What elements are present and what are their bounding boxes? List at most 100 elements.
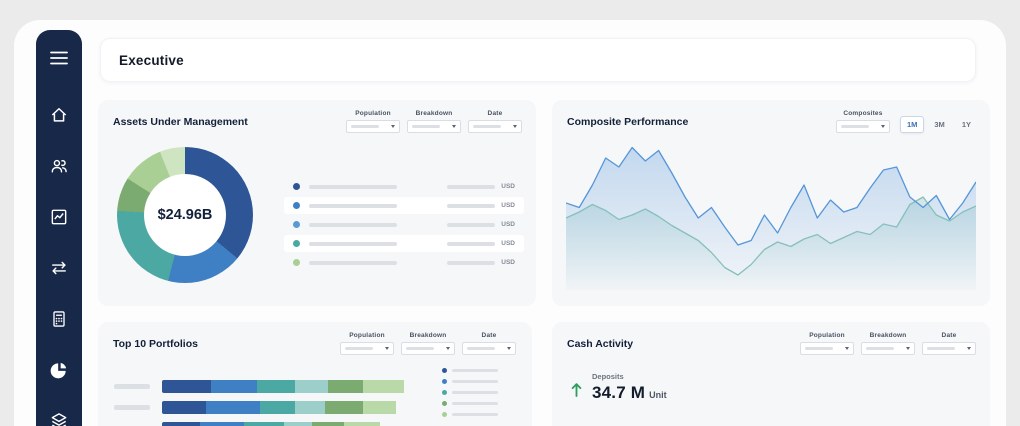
filter-select-breakdown[interactable] bbox=[401, 342, 455, 355]
layers-glyph bbox=[51, 413, 67, 426]
hamburger-glyph bbox=[50, 51, 68, 65]
legend-label-placeholder bbox=[452, 368, 498, 373]
layers-icon[interactable] bbox=[47, 409, 71, 426]
legend-item bbox=[442, 412, 518, 417]
filter-breakdown: Breakdown bbox=[407, 110, 461, 133]
analytics-glyph bbox=[51, 209, 67, 225]
card-cash-activity: Cash Activity Population Breakdown Date De… bbox=[552, 322, 990, 426]
filter-select-breakdown[interactable] bbox=[861, 342, 915, 355]
select-placeholder bbox=[412, 125, 440, 128]
filter-label: Population bbox=[355, 110, 391, 117]
performance-filters: Composites bbox=[835, 110, 890, 133]
bar-segment bbox=[205, 401, 260, 414]
range-button-3m[interactable]: 3M bbox=[927, 116, 951, 133]
transfers-glyph bbox=[52, 261, 66, 275]
currency-label: USD bbox=[501, 183, 515, 190]
filter-select-composites[interactable] bbox=[835, 120, 890, 133]
aum-list-row: USD bbox=[284, 235, 524, 252]
home-icon[interactable] bbox=[47, 103, 71, 127]
currency-label: USD bbox=[501, 259, 515, 266]
menu-icon[interactable] bbox=[47, 46, 71, 70]
series-dot bbox=[293, 183, 300, 190]
aum-total-value: $24.96B bbox=[157, 207, 213, 223]
select-placeholder bbox=[840, 125, 869, 128]
bar-segment bbox=[200, 422, 244, 426]
portfolio-bar-chart bbox=[114, 380, 434, 426]
name-placeholder bbox=[309, 222, 397, 227]
bar-segment bbox=[210, 380, 258, 393]
legend-item bbox=[442, 379, 518, 384]
bar-segment bbox=[284, 422, 312, 426]
trend-up-arrow-icon bbox=[570, 381, 583, 403]
deposits-value: 34.7 M bbox=[592, 383, 646, 402]
select-placeholder bbox=[406, 347, 434, 350]
bar-segment bbox=[344, 422, 380, 426]
filter-select-date[interactable] bbox=[468, 120, 522, 133]
series-dot bbox=[293, 221, 300, 228]
select-placeholder bbox=[927, 347, 955, 350]
portfolio-bar-row bbox=[114, 422, 434, 426]
filter-label: Breakdown bbox=[409, 332, 447, 339]
filter-label: Breakdown bbox=[869, 332, 907, 339]
calculator-icon[interactable] bbox=[47, 307, 71, 331]
app-panel: Executive Assets Under Management Popula… bbox=[14, 20, 1006, 426]
filter-label: Date bbox=[941, 332, 957, 339]
filter-date: Date bbox=[922, 332, 976, 355]
pie-chart-glyph bbox=[50, 362, 67, 379]
chevron-down-icon bbox=[385, 347, 389, 350]
value-placeholder bbox=[447, 241, 496, 246]
filter-select-date[interactable] bbox=[462, 342, 516, 355]
card-title: Top 10 Portfolios bbox=[113, 338, 198, 350]
donut-center: $24.96B bbox=[144, 174, 226, 256]
calculator-glyph bbox=[53, 311, 65, 327]
portfolio-bar-row bbox=[114, 401, 434, 414]
transfers-icon[interactable] bbox=[47, 256, 71, 280]
bar-segment bbox=[363, 380, 405, 393]
filter-population: Population bbox=[340, 332, 394, 355]
card-title: Composite Performance bbox=[567, 116, 689, 128]
cash-filters: Population Breakdown Date bbox=[800, 332, 976, 355]
series-dot bbox=[293, 202, 300, 209]
legend-dot bbox=[442, 401, 447, 406]
users-glyph bbox=[51, 159, 67, 173]
filter-select-population[interactable] bbox=[800, 342, 854, 355]
range-button-1y[interactable]: 1Y bbox=[955, 116, 978, 133]
name-placeholder bbox=[309, 260, 397, 265]
card-top10-portfolios: Top 10 Portfolios Population Breakdown Dat… bbox=[98, 322, 532, 426]
bar-segment bbox=[311, 422, 345, 426]
analytics-icon[interactable] bbox=[47, 205, 71, 229]
range-button-1m[interactable]: 1M bbox=[899, 116, 925, 133]
page-title: Executive bbox=[119, 52, 184, 68]
series-dot bbox=[293, 240, 300, 247]
performance-line-chart bbox=[566, 140, 976, 290]
performance-controls: Composites 1M 3M 1Y bbox=[835, 110, 978, 133]
bar-segment bbox=[327, 380, 364, 393]
name-placeholder bbox=[309, 241, 397, 246]
filter-select-population[interactable] bbox=[346, 120, 400, 133]
chevron-down-icon bbox=[880, 125, 885, 128]
legend-dot bbox=[442, 379, 447, 384]
portfolio-name-placeholder bbox=[114, 384, 150, 389]
chevron-down-icon bbox=[845, 347, 849, 350]
filter-select-breakdown[interactable] bbox=[407, 120, 461, 133]
chevron-down-icon bbox=[513, 125, 517, 128]
bar-segment bbox=[162, 401, 206, 414]
series-dot bbox=[293, 259, 300, 266]
users-icon[interactable] bbox=[47, 154, 71, 178]
bar-segment bbox=[363, 401, 396, 414]
deposits-text: Deposits 34.7 M Unit bbox=[592, 372, 667, 403]
filter-label: Breakdown bbox=[415, 110, 453, 117]
name-placeholder bbox=[309, 184, 397, 189]
filter-select-date[interactable] bbox=[922, 342, 976, 355]
filter-select-population[interactable] bbox=[340, 342, 394, 355]
chevron-down-icon bbox=[391, 125, 395, 128]
aum-list-row: USD bbox=[284, 178, 524, 195]
value-placeholder bbox=[447, 260, 496, 265]
pie-chart-icon[interactable] bbox=[47, 358, 71, 382]
chevron-down-icon bbox=[906, 347, 910, 350]
deposits-label: Deposits bbox=[592, 372, 624, 381]
filter-breakdown: Breakdown bbox=[401, 332, 455, 355]
time-range-group: 1M 3M 1Y bbox=[899, 116, 978, 133]
deposits-metric: Deposits 34.7 M Unit bbox=[570, 372, 667, 403]
legend-dot bbox=[442, 390, 447, 395]
